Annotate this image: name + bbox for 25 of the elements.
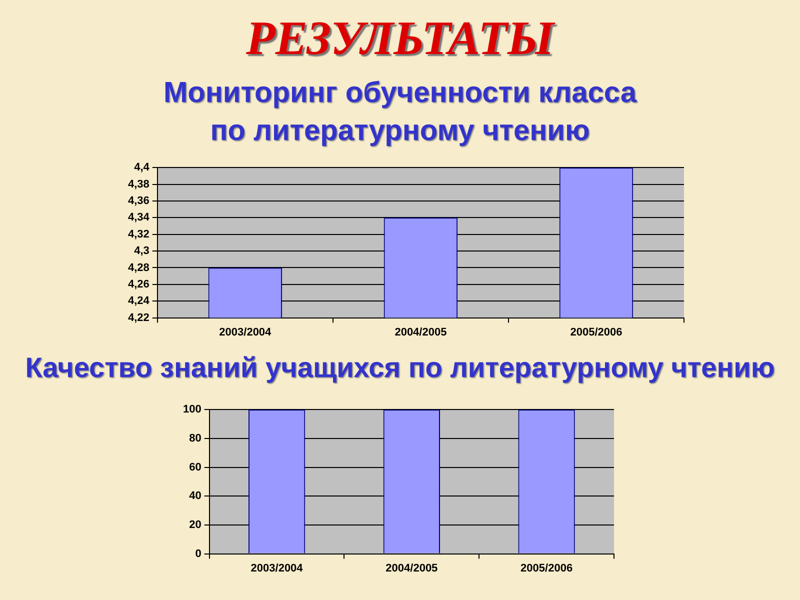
y-tick-label: 20: [189, 518, 202, 531]
x-tick-label: 2005/2006: [570, 326, 622, 338]
x-tick-label: 2004/2005: [386, 562, 438, 574]
y-tick-label: 4,34: [128, 212, 150, 224]
y-tick-label: 60: [189, 461, 202, 474]
y-tick-label: 4,36: [128, 195, 150, 208]
x-tick-label: 2003/2004: [219, 326, 272, 338]
y-tick-label: 4,28: [128, 262, 150, 274]
x-tick-label: 2003/2004: [250, 562, 304, 574]
y-tick-label: 80: [189, 432, 202, 444]
y-tick-label: 40: [189, 490, 202, 502]
chart-title: Качество знаний учащихся по литературному чтению: [25, 352, 775, 383]
x-tick-label: 2005/2006: [520, 562, 573, 574]
y-tick-label: 0: [195, 548, 202, 560]
y-tick-label: 100: [182, 404, 202, 416]
y-tick-label: 4,22: [128, 312, 150, 324]
x-tick-label: 2004/2005: [394, 326, 447, 338]
y-tick-label: 4,3: [134, 245, 150, 258]
chart-subtitle: Мониторинг обученности класса по литературному чтению: [163, 77, 637, 147]
chart-title: РЕЗУЛЬТАТЫ: [246, 12, 554, 65]
y-tick-label: 4,32: [128, 228, 150, 240]
y-tick-label: 4,4: [134, 162, 150, 174]
y-tick-label: 4,38: [128, 178, 150, 190]
y-tick-label: 4,26: [128, 278, 150, 290]
y-tick-label: 4,24: [128, 295, 150, 308]
